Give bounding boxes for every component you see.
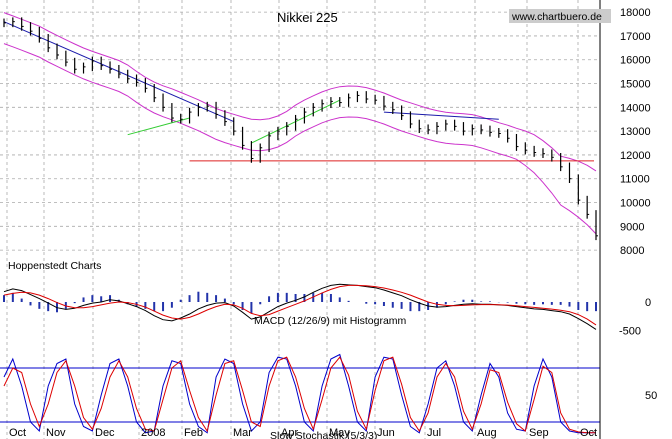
watermark-box [509,9,611,23]
stochastic-k-line [3,353,596,434]
x-tick-label: Jun [377,427,395,439]
price-panel [3,12,598,241]
price-tick-label: 8000 [620,245,644,257]
lower-band [3,43,597,235]
x-tick-label: Nov [46,427,66,439]
x-tick-label: Jul [427,427,441,439]
source-label: Hoppenstedt Charts [8,260,101,272]
x-tick-label: Feb [184,427,203,439]
x-tick-label: Oct [580,427,597,439]
x-tick-label: Dec [95,427,115,439]
x-tick-label: Aug [477,427,497,439]
x-tick-label: Mar [233,427,252,439]
price-tick-label: 12000 [620,150,651,162]
stochastic-d-line [3,356,596,434]
price-tick-label: 9000 [620,221,644,233]
stochastic-panel [0,353,600,434]
x-tick-label: Apr [281,427,298,439]
macd-tick-label: 0 [645,297,651,309]
x-tick-label: Sep [529,427,549,439]
price-tick-label: 10000 [620,198,651,210]
chart-grid [0,0,600,439]
price-tick-label: 18000 [620,7,651,19]
watermark-text: www.chartbuero.de [511,11,602,23]
price-tick-label: 13000 [620,126,651,138]
price-tick-label: 14000 [620,102,651,114]
price-tick-label: 15000 [620,79,651,91]
upper-band [3,12,597,172]
x-tick-label: 2008 [141,427,165,439]
stochastic-label: Slow Stochastik (5/3/3) [270,430,377,439]
macd-signal-line [3,284,597,326]
price-tick-label: 11000 [620,174,650,186]
macd-tick-label: -500 [619,326,641,338]
uptrend-line [127,117,190,136]
macd-panel [3,283,597,330]
macd-label: MACD (12/26/9) mit Histogramm [254,315,407,327]
x-tick-label: Oct [9,427,26,439]
chart-title: Nikkei 225 [277,10,338,25]
stochastic-tick-label: 50 [645,390,657,402]
price-tick-label: 16000 [620,55,651,67]
x-tick-label: May [329,427,350,439]
price-tick-label: 17000 [620,31,651,43]
chart-axes: Oct Nov Dec 2008 Feb Mar Apr May Jun Jul Aug Sep Oct… [9,0,657,439]
downtrend-line-2 [383,111,499,120]
